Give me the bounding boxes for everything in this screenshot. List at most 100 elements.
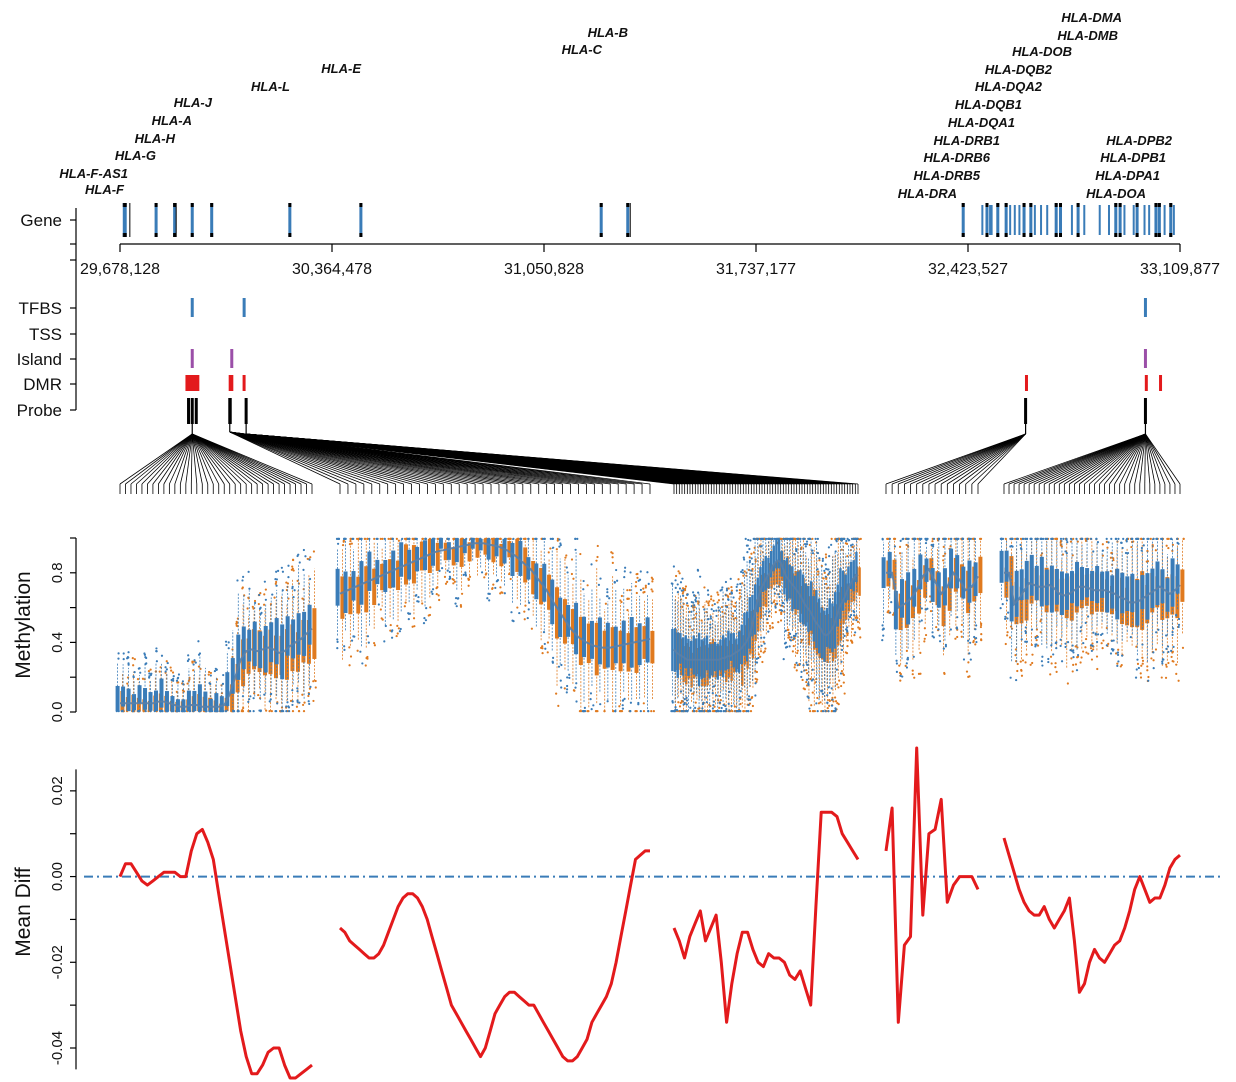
outlier-point (1092, 550, 1095, 553)
outlier-point (1154, 549, 1157, 552)
outlier-point (565, 566, 568, 569)
outlier-point (965, 670, 969, 673)
outlier-point (1021, 659, 1025, 662)
outlier-point (611, 556, 614, 559)
outlier-point (222, 710, 225, 713)
box (438, 538, 443, 549)
outlier-point (425, 607, 428, 610)
gene-bar-cap (1169, 233, 1173, 237)
outlier-point (336, 647, 339, 650)
outlier-point (1034, 636, 1037, 640)
outlier-point (511, 619, 514, 622)
outlier-point (920, 619, 923, 622)
outlier-point (802, 687, 805, 690)
probe-connector (192, 433, 313, 485)
outlier-point (462, 573, 465, 577)
outlier-point (1135, 668, 1138, 671)
outlier-point (122, 658, 125, 661)
outlier-point (117, 652, 120, 655)
outlier-point (942, 554, 945, 558)
outlier-point (784, 537, 787, 540)
outlier-point (698, 710, 701, 713)
outlier-point (558, 545, 561, 548)
box (815, 590, 818, 649)
outlier-point (1049, 673, 1052, 676)
outlier-point (565, 554, 568, 557)
box (486, 538, 491, 560)
outlier-point (830, 710, 833, 713)
gene-bar-cap (1029, 203, 1033, 207)
outlier-point (805, 668, 808, 672)
outlier-point (693, 604, 696, 607)
outlier-point (361, 662, 364, 665)
outlier-point (291, 585, 294, 588)
outlier-point (783, 610, 786, 613)
outlier-point (209, 671, 213, 675)
probe-connector (971, 433, 1026, 485)
outlier-point (1066, 541, 1069, 544)
outlier-point (828, 691, 831, 694)
outlier-point (1101, 543, 1104, 546)
outlier-point (249, 710, 252, 713)
outlier-point (738, 710, 741, 713)
outlier-point (1106, 546, 1109, 549)
outlier-point (696, 568, 699, 571)
outlier-point (735, 589, 738, 592)
probe-connector (191, 433, 209, 485)
outlier-point (1044, 537, 1047, 540)
outlier-point (1165, 665, 1168, 668)
outlier-point (291, 689, 294, 692)
track-label-tfbs: TFBS (19, 299, 62, 318)
outlier-point (540, 646, 543, 649)
outlier-point (712, 685, 716, 688)
probe-connector (246, 433, 859, 485)
outlier-point (408, 537, 411, 540)
box (364, 566, 369, 613)
outlier-point (565, 688, 569, 691)
gene-bar (1022, 203, 1026, 237)
outlier-point (727, 702, 730, 706)
outlier-point (516, 606, 519, 609)
outlier-point (381, 537, 384, 540)
gene-bar (1163, 205, 1166, 235)
outlier-point (1150, 657, 1153, 660)
outlier-point (711, 707, 714, 710)
outlier-point (683, 701, 686, 705)
outlier-point (147, 669, 151, 673)
outlier-point (387, 537, 390, 540)
outlier-point (1105, 540, 1108, 543)
outlier-point (478, 537, 482, 540)
outlier-point (164, 670, 167, 673)
outlier-point (793, 553, 796, 556)
outlier-point (674, 574, 678, 578)
outlier-point (1064, 550, 1067, 553)
outlier-point (764, 537, 768, 540)
outlier-point (307, 700, 310, 703)
gene-bar-cap (210, 233, 214, 237)
outlier-point (899, 679, 902, 682)
outlier-point (275, 710, 278, 713)
outlier-point (728, 592, 732, 595)
outlier-point (1117, 537, 1120, 540)
box (793, 575, 797, 610)
outlier-point (1161, 660, 1164, 663)
probe-connector (119, 433, 193, 485)
outlier-point (837, 703, 840, 706)
outlier-point (412, 617, 416, 620)
outlier-point (850, 640, 854, 643)
outlier-point (701, 707, 704, 710)
outlier-point (1016, 662, 1019, 666)
box (1095, 566, 1100, 604)
outlier-point (314, 679, 317, 683)
outlier-point (155, 660, 158, 663)
outlier-point (590, 708, 593, 711)
gene-bar (1009, 205, 1012, 235)
outlier-point (944, 643, 947, 647)
gene-bar (173, 203, 177, 237)
outlier-point (856, 620, 860, 623)
outlier-point (796, 651, 799, 655)
box (555, 587, 560, 639)
outlier-point (1019, 543, 1022, 546)
outlier-point (558, 538, 561, 541)
outlier-point (771, 626, 774, 629)
